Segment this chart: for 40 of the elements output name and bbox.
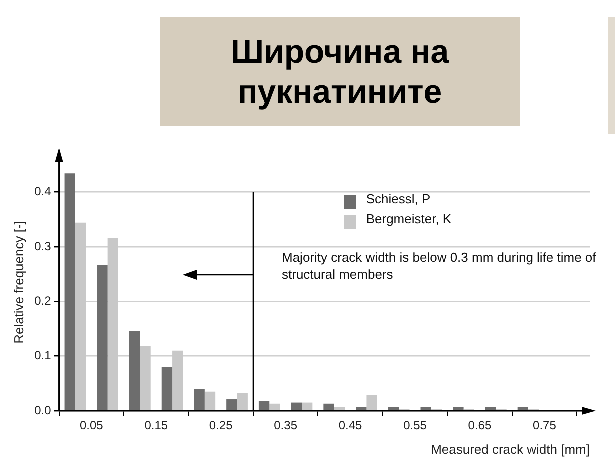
y-tick-label: 0.2 [34, 294, 52, 308]
bar [270, 404, 280, 410]
annotation: Majority crack width is below 0.3 mm during life time of structural members [282, 249, 598, 283]
x-tick-label: 0.45 [338, 418, 363, 433]
x-tick-label: 0.65 [468, 418, 492, 433]
x-axis-title: Measured crack width [mm] [431, 442, 590, 457]
chart-title: Широчина на пукнатините [160, 17, 520, 126]
bar [237, 394, 248, 410]
bar [366, 395, 378, 410]
bar [453, 407, 464, 410]
bar [162, 367, 173, 410]
bar [130, 331, 140, 410]
bar [97, 266, 108, 410]
bar [420, 407, 432, 410]
y-axis-title: Relative frequency [-] [11, 221, 26, 344]
bar [258, 401, 270, 410]
bar [291, 402, 302, 410]
bar [334, 407, 346, 410]
x-tick-label: 0.35 [274, 418, 298, 433]
legend-label: Bergmeister, K [366, 212, 452, 227]
bar [324, 404, 334, 410]
bar [64, 174, 76, 410]
bar [356, 407, 367, 410]
legend-label: Schiessl, P [366, 192, 431, 207]
bar [485, 407, 496, 410]
x-tick-label: 0.15 [144, 418, 168, 433]
bar [518, 407, 529, 410]
bar [226, 400, 238, 410]
y-tick-label: 0.0 [34, 403, 52, 418]
bar [388, 407, 400, 410]
bar [302, 402, 313, 410]
y-tick-label: 0.3 [34, 239, 52, 254]
x-tick-label: 0.05 [80, 418, 104, 433]
y-tick-label: 0.1 [34, 348, 52, 363]
x-tick-label: 0.75 [533, 418, 557, 433]
x-tick-label: 0.25 [209, 418, 234, 433]
bar [204, 392, 216, 410]
bar [194, 389, 205, 410]
x-tick-label: 0.55 [404, 418, 428, 433]
y-tick-label: 0.4 [34, 184, 52, 199]
